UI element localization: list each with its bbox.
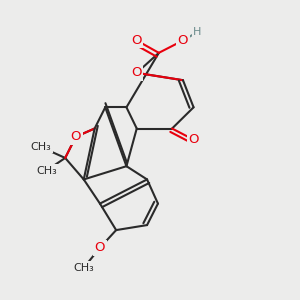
Text: O: O (131, 66, 142, 80)
Text: O: O (70, 130, 81, 143)
Text: O: O (188, 133, 199, 146)
Text: H: H (193, 27, 201, 37)
Text: O: O (131, 34, 142, 47)
Text: CH₃: CH₃ (31, 142, 51, 152)
Text: CH₃: CH₃ (74, 263, 94, 273)
Text: CH₃: CH₃ (36, 166, 57, 176)
Text: O: O (178, 34, 188, 47)
Text: O: O (95, 241, 105, 254)
